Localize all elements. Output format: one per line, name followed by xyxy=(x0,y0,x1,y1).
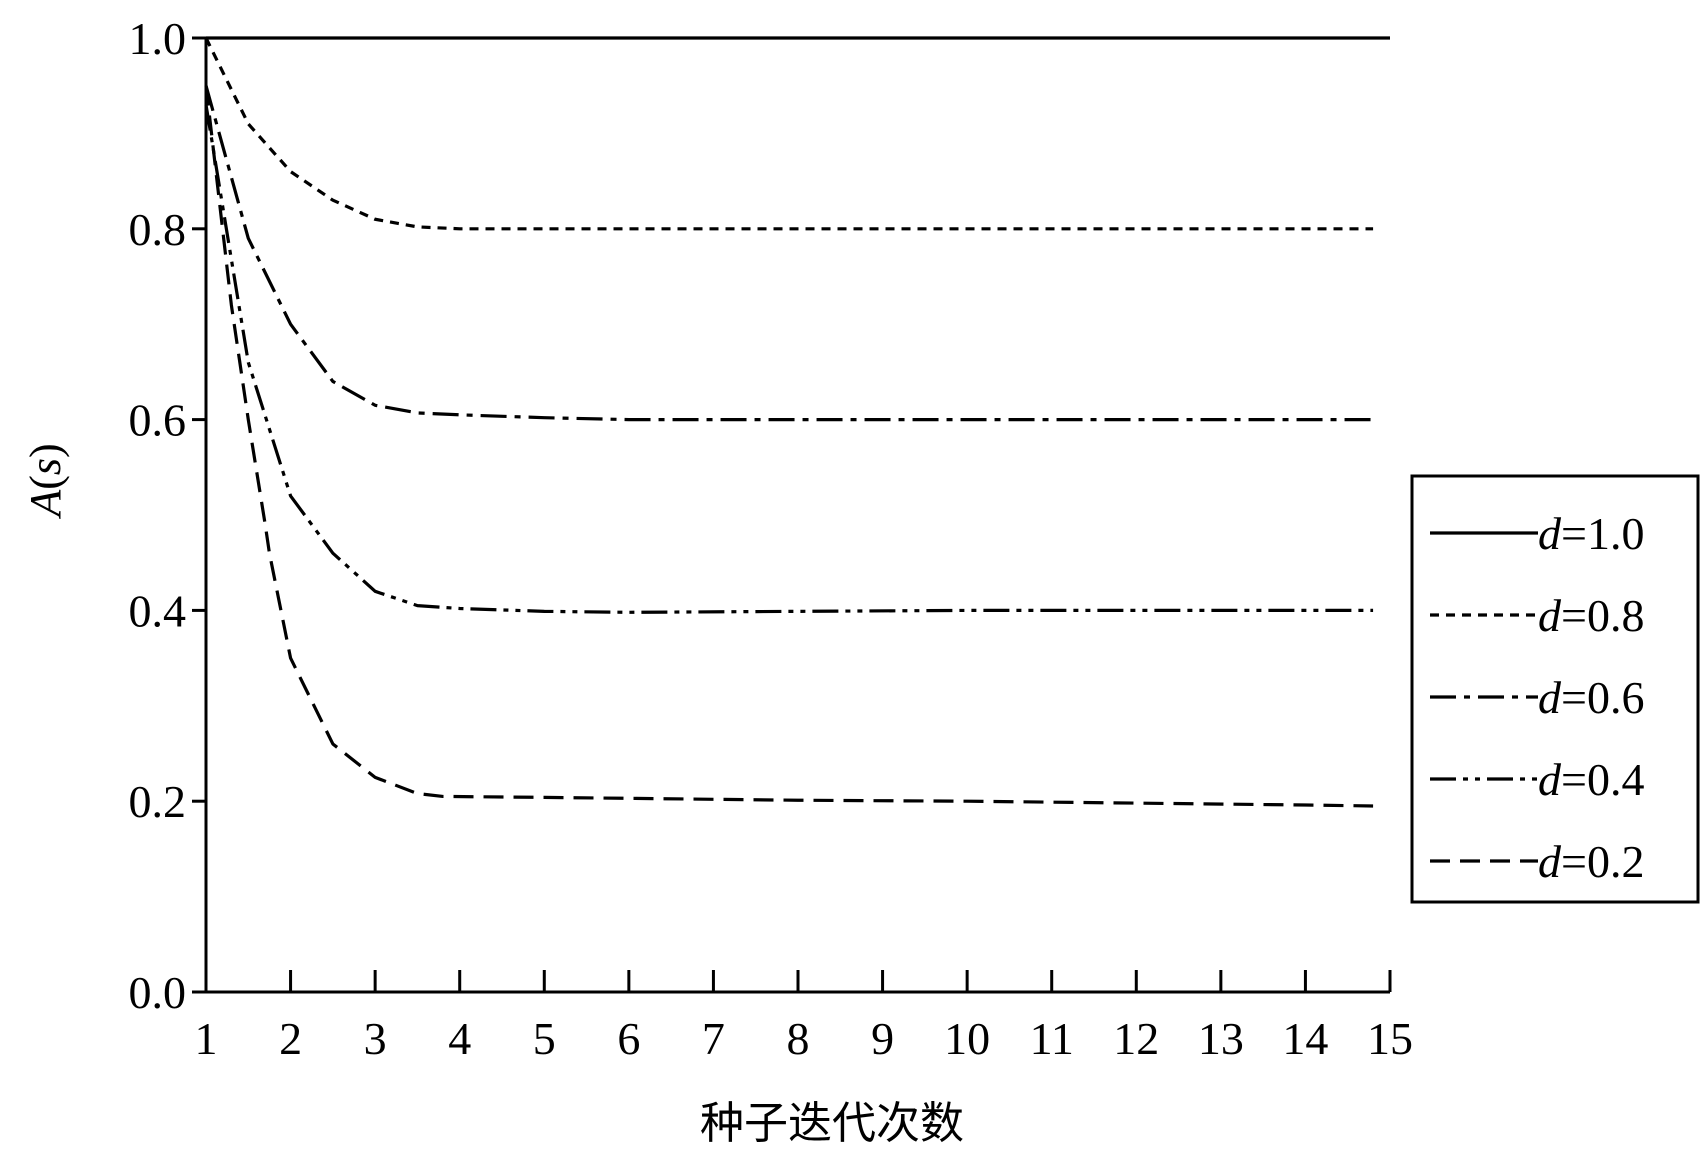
legend-label-var: d xyxy=(1538,836,1562,887)
x-tick-label: 5 xyxy=(533,1013,556,1064)
y-axis-label-func: A xyxy=(21,489,70,520)
x-tick-label: 1 xyxy=(195,1013,218,1064)
x-tick-label: 4 xyxy=(448,1013,471,1064)
x-tick-label: 14 xyxy=(1282,1013,1328,1064)
x-tick-label: 9 xyxy=(871,1013,894,1064)
series-line-2 xyxy=(204,85,1374,422)
x-tick-label: 11 xyxy=(1030,1013,1074,1064)
x-tick-label: 7 xyxy=(702,1013,725,1064)
series-line-4 xyxy=(204,85,1374,808)
legend-label-var: d xyxy=(1538,508,1562,559)
y-tick-label: 0.0 xyxy=(129,967,187,1018)
x-tick-label: 2 xyxy=(279,1013,302,1064)
y-tick-label: 1.0 xyxy=(129,13,187,64)
x-tick-label: 8 xyxy=(787,1013,810,1064)
series-line-3 xyxy=(204,104,1374,614)
legend-label-var: d xyxy=(1538,754,1562,805)
legend-label-2: d=0.6 xyxy=(1538,672,1644,723)
y-axis-label-paren-open: ( xyxy=(21,475,70,490)
legend-box xyxy=(1410,474,1700,904)
x-tick-label: 3 xyxy=(364,1013,387,1064)
y-tick-label: 0.2 xyxy=(129,776,187,827)
x-tick-label: 12 xyxy=(1113,1013,1159,1064)
y-axis-label-paren-close: ) xyxy=(21,443,70,458)
legend-label-1: d=0.8 xyxy=(1538,590,1644,641)
y-axis-label: A(s) xyxy=(21,443,70,519)
legend: d=1.0d=0.8d=0.6d=0.4d=0.2 xyxy=(1410,474,1700,904)
legend-label-0: d=1.0 xyxy=(1538,508,1644,559)
y-tick-label: 0.4 xyxy=(129,585,187,636)
x-tick-label: 6 xyxy=(617,1013,640,1064)
y-tick-label: 0.6 xyxy=(129,395,187,446)
axes: 1 2 3 4 5 6 7 8 9 10 11 12 13 14 150.00.20.40.60.81.0 xyxy=(129,13,1414,1064)
legend-label-value: =0.4 xyxy=(1561,754,1644,805)
legend-label-var: d xyxy=(1538,590,1562,641)
y-axis-label-var: s xyxy=(21,458,70,475)
legend-label-value: =0.2 xyxy=(1561,836,1644,887)
x-tick-label: 15 xyxy=(1367,1013,1413,1064)
series-line-1 xyxy=(204,37,1374,231)
legend-label-var: d xyxy=(1538,672,1562,723)
plot-area xyxy=(204,36,1390,808)
legend-label-4: d=0.2 xyxy=(1538,836,1644,887)
y-tick-label: 0.8 xyxy=(129,204,187,255)
x-tick-label: 13 xyxy=(1198,1013,1244,1064)
x-axis-label: 种子迭代次数 xyxy=(700,1098,964,1149)
x-tick-label: 10 xyxy=(944,1013,990,1064)
legend-label-value: =0.6 xyxy=(1561,672,1644,723)
legend-label-3: d=0.4 xyxy=(1538,754,1644,805)
legend-label-value: =1.0 xyxy=(1561,508,1644,559)
legend-label-value: =0.8 xyxy=(1561,590,1644,641)
